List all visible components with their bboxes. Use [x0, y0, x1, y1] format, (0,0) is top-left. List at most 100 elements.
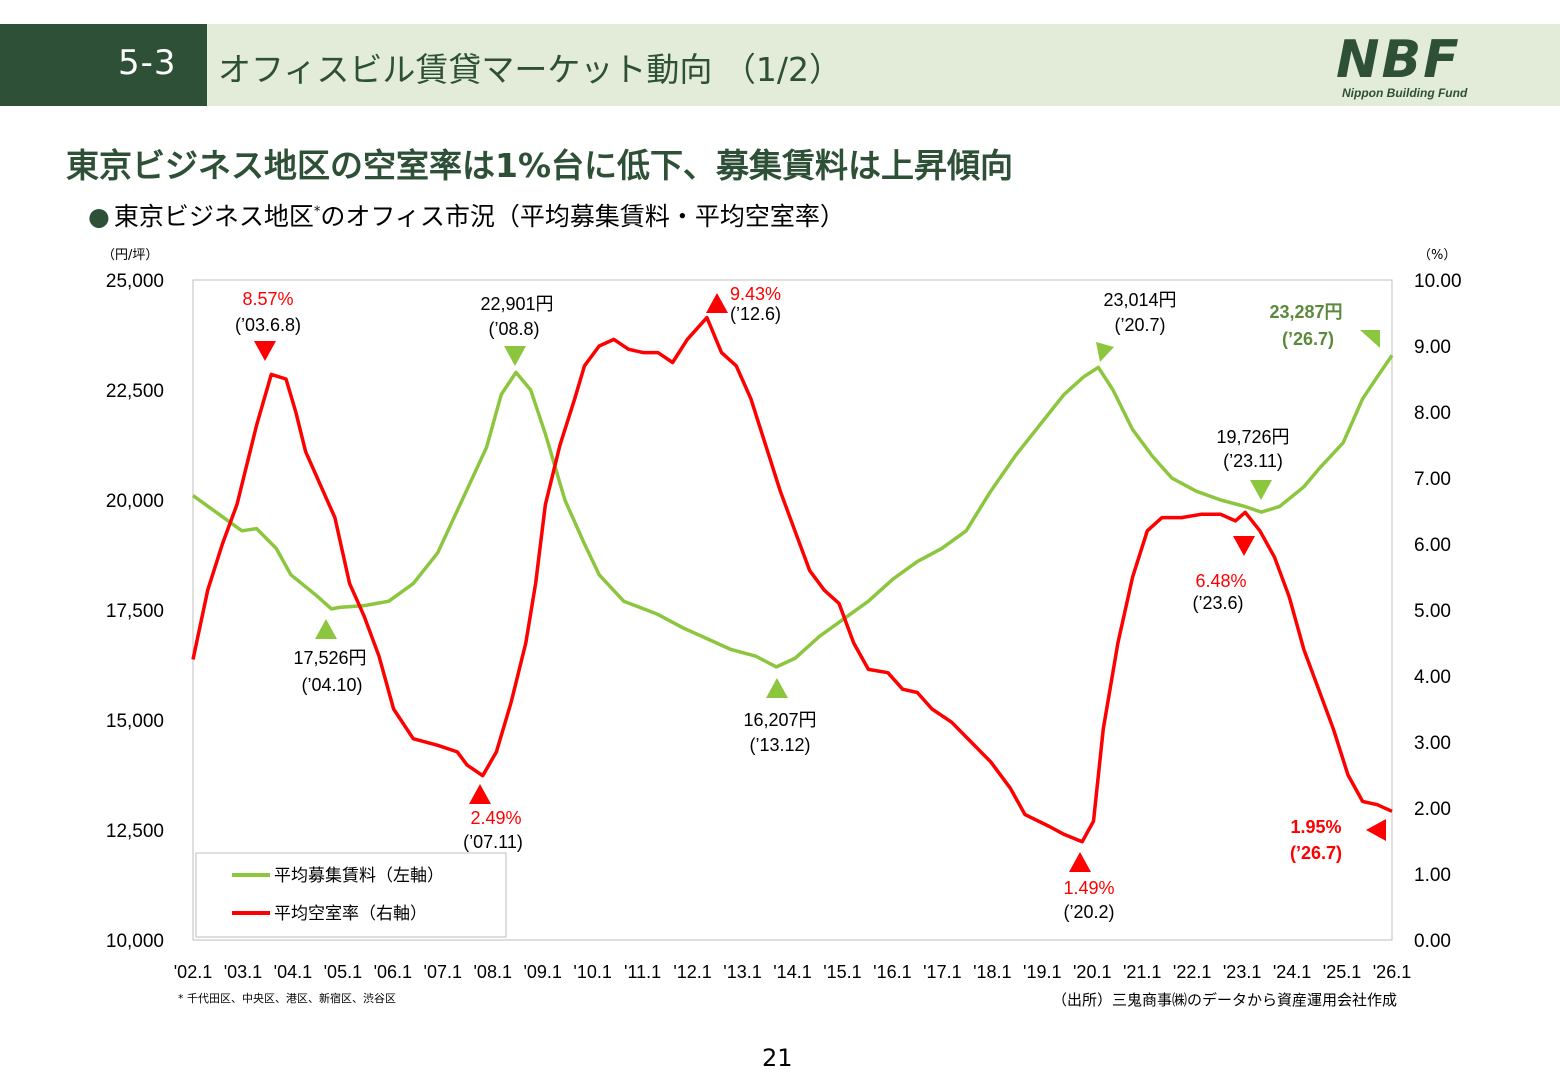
x-tick-label: '17.1	[923, 962, 961, 982]
logo-wordmark: NBF	[1336, 30, 1461, 90]
annotation-label: (’20.2)	[1063, 902, 1114, 922]
x-tick-label: '05.1	[324, 962, 362, 982]
right-tick-label: 8.00	[1414, 403, 1451, 424]
legend-box	[195, 852, 507, 938]
legend: 平均募集賃料（左軸） 平均空室率（右軸）	[195, 852, 507, 938]
annotation-label: (’03.6.8)	[235, 315, 301, 335]
marker-triangle-corner	[1360, 330, 1380, 348]
plot-area-border	[192, 279, 1393, 941]
x-tick-label: '18.1	[973, 962, 1011, 982]
marker-triangle-up	[706, 293, 728, 313]
x-tick-label: '07.1	[424, 962, 462, 982]
footnote: * 千代田区、中央区、港区、新宿区、渋谷区	[178, 992, 396, 1005]
x-tick-label: '08.1	[474, 962, 512, 982]
annotation-label: (’13.12)	[749, 735, 810, 755]
x-tick-label: '25.1	[1323, 962, 1361, 982]
right-tick-label: 1.00	[1414, 865, 1451, 886]
x-tick-label: '23.1	[1223, 962, 1261, 982]
right-tick-label: 2.00	[1414, 799, 1451, 820]
x-tick-label: '13.1	[723, 962, 761, 982]
nbf-logo: NBF Nippon Building Fund	[1336, 32, 1496, 100]
right-axis-ticks: 0.00 1.00 2.00 3.00 4.00 5.00 6.00 7.00 8.00 9.00…	[1414, 271, 1462, 952]
marker-triangle-down	[1250, 480, 1272, 500]
legend-rent-label: 平均募集賃料（左軸）	[274, 866, 444, 886]
x-tick-label: '20.1	[1073, 962, 1111, 982]
annotation-label: 1.49%	[1063, 878, 1114, 898]
logo-subtitle: Nippon Building Fund	[1342, 86, 1468, 100]
left-tick-label: 15,000	[106, 711, 164, 732]
x-tick-label: '02.1	[174, 962, 212, 982]
section-number-box	[0, 24, 207, 106]
right-tick-label: 6.00	[1414, 535, 1451, 556]
marker-triangle-diagonal	[1096, 342, 1114, 362]
x-tick-label: '21.1	[1123, 962, 1161, 982]
annotation-label: 6.48%	[1195, 571, 1246, 591]
marker-triangle-up	[1069, 852, 1091, 872]
annotation-label: (’23.11)	[1223, 451, 1283, 471]
annotation-label: (’23.6)	[1192, 593, 1243, 613]
annotation-label: (’26.7)	[1282, 329, 1334, 349]
page-header: 5-3 オフィスビル賃貸マーケット動向 （1/2） NBF Nippon Bui…	[0, 24, 1560, 106]
x-tick-label: '04.1	[274, 962, 312, 982]
x-tick-label: '16.1	[873, 962, 911, 982]
x-tick-label: '14.1	[773, 962, 811, 982]
x-tick-label: '19.1	[1023, 962, 1061, 982]
left-axis-ticks: 10,000 12,500 15,000 17,500 20,000 22,500 25,0…	[106, 271, 164, 952]
page-number: 21	[762, 1044, 793, 1072]
annotation-label: 2.49%	[470, 808, 521, 828]
right-tick-label: 9.00	[1414, 337, 1451, 358]
x-tick-label: '03.1	[224, 962, 262, 982]
legend-vacancy-label: 平均空室率（右軸）	[274, 904, 427, 924]
annotation-label: 9.43%	[730, 284, 781, 304]
x-axis-ticks: '02.1 '03.1 '04.1 '05.1 '06.1 '07.1 '08.1 '09.1…	[174, 962, 1411, 982]
section-title: オフィスビル賃貸マーケット動向 （1/2）	[218, 50, 842, 89]
annotation-label: 17,526円	[293, 648, 366, 668]
x-tick-label: '15.1	[823, 962, 861, 982]
marker-triangle-down	[1233, 536, 1255, 556]
marker-triangle-up	[766, 678, 788, 698]
marker-triangle-left	[1366, 819, 1386, 841]
right-tick-label: 0.00	[1414, 931, 1451, 952]
left-axis-unit: （円/坪）	[102, 248, 159, 263]
annotation-label: 19,726円	[1216, 427, 1289, 447]
marker-triangle-down	[254, 341, 276, 361]
x-tick-label: '06.1	[374, 962, 412, 982]
x-tick-label: '09.1	[523, 962, 561, 982]
annotations: 8.57% (’03.6.8) 2.49% (’07.11) 9.43%(’12.6) 1…	[235, 284, 1386, 922]
subtitle-text-before: 東京ビジネス地区	[113, 202, 314, 231]
annotation-label: 16,207円	[743, 710, 816, 730]
annotation-label: (’04.10)	[301, 675, 362, 695]
annotation-label: 1.95%	[1290, 817, 1341, 837]
annotation-label: (’08.8)	[488, 319, 539, 339]
annotation-label: (’20.7)	[1114, 315, 1165, 335]
x-tick-label: '11.1	[624, 962, 661, 982]
right-tick-label: 3.00	[1414, 733, 1451, 754]
vacancy-series-line	[191, 315, 1393, 844]
footnote-marker: *	[313, 204, 321, 220]
annotation-label: 22,901円	[480, 294, 553, 314]
subtitle-text-after: のオフィス市況（平均募集賃料・平均空室率）	[320, 202, 845, 231]
annotation-label: 8.57%	[242, 289, 293, 309]
marker-triangle-up	[469, 784, 491, 804]
left-tick-label: 12,500	[106, 821, 164, 842]
x-tick-label: '24.1	[1273, 962, 1311, 982]
rent-series-line	[191, 354, 1394, 669]
chart-subtitle: ● 東京ビジネス地区*のオフィス市況（平均募集賃料・平均空室率）	[88, 197, 845, 233]
left-tick-label: 20,000	[106, 491, 164, 512]
bullet-icon: ●	[88, 202, 110, 231]
right-tick-label: 10.00	[1414, 271, 1462, 292]
marker-triangle-down	[504, 346, 526, 366]
x-tick-label: '26.1	[1373, 962, 1411, 982]
annotation-label: (’26.7)	[1290, 843, 1342, 863]
right-axis-unit: （%）	[1418, 248, 1457, 263]
right-tick-label: 5.00	[1414, 601, 1451, 622]
x-tick-label: '12.1	[673, 962, 711, 982]
annotation-label: (’07.11)	[463, 832, 523, 852]
annotation-label: 23,014円	[1103, 290, 1176, 310]
annotation-label: 23,287円	[1269, 302, 1342, 322]
x-tick-label: '22.1	[1173, 962, 1211, 982]
source-note: （出所）三鬼商事㈱のデータから資産運用会社作成	[1052, 991, 1398, 1009]
right-tick-label: 7.00	[1414, 469, 1451, 490]
x-tick-label: '10.1	[573, 962, 611, 982]
